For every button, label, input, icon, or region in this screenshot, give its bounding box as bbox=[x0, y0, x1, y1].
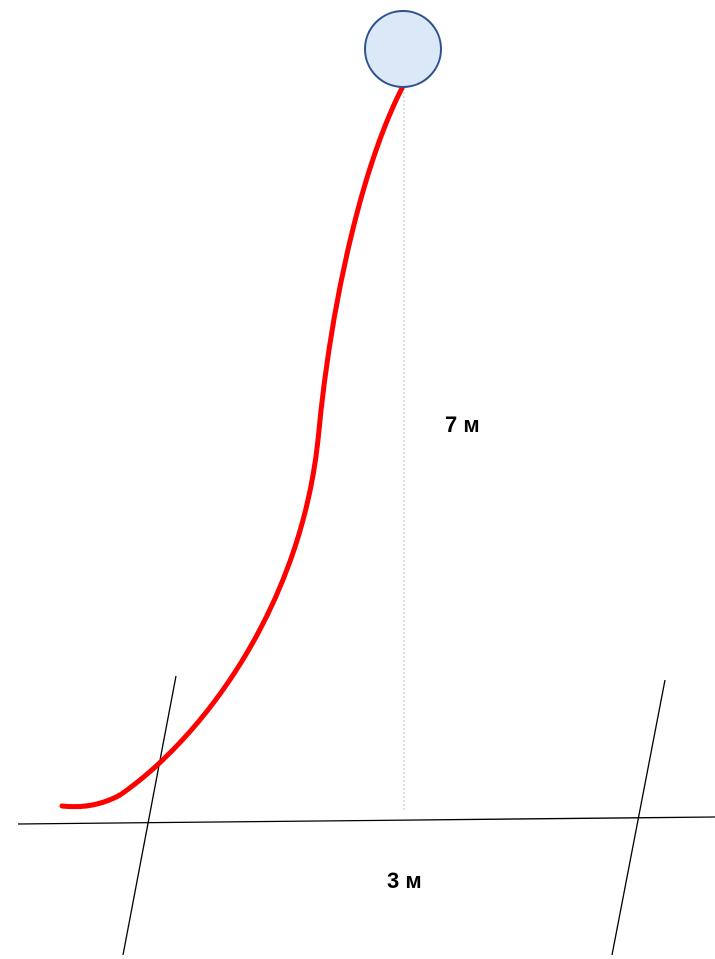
right-slanted-line bbox=[611, 679, 666, 956]
left-slanted-line bbox=[122, 675, 177, 956]
width-label: 3 м bbox=[387, 868, 422, 893]
height-label: 7 м bbox=[445, 412, 480, 437]
rope-curve bbox=[59, 83, 406, 810]
ground-line bbox=[17, 816, 715, 825]
ball bbox=[364, 10, 442, 88]
